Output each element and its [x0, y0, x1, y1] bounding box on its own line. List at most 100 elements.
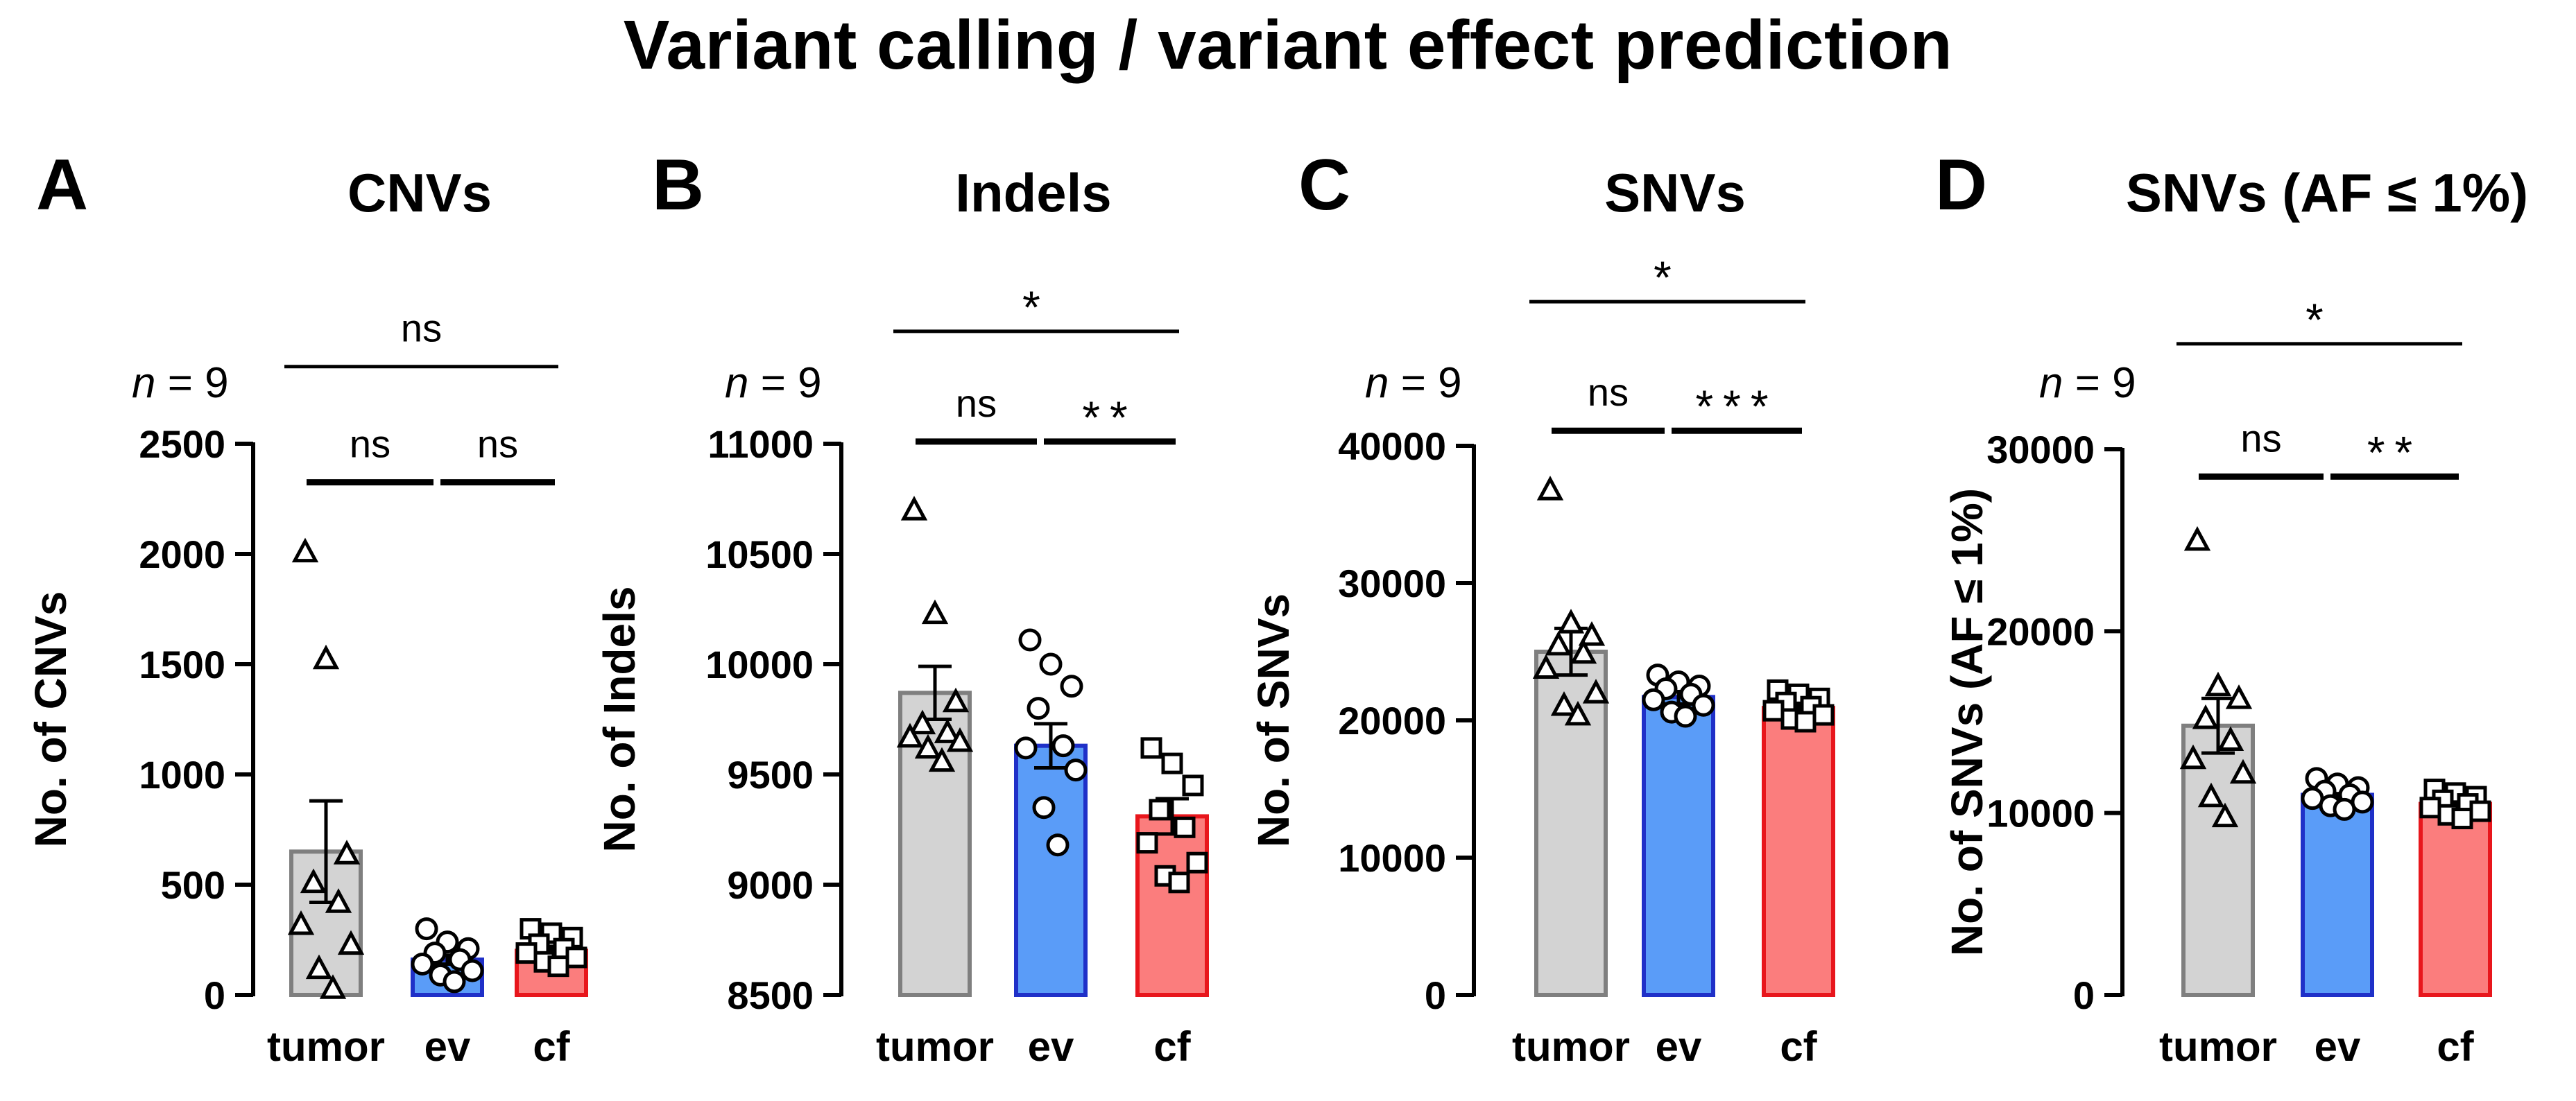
data-point-ev — [443, 970, 466, 994]
data-point-tumor — [909, 709, 936, 735]
data-point-tumor — [2211, 802, 2239, 828]
x-tick-label: ev — [2315, 1023, 2361, 1070]
data-point-tumor — [921, 599, 949, 625]
significance-label: ns — [401, 306, 442, 350]
data-point-ev — [1064, 758, 1088, 782]
data-point-cf — [1168, 872, 1190, 894]
figure-title: Variant calling / variant effect predict… — [623, 6, 1953, 84]
data-point-tumor — [928, 747, 956, 772]
data-point-tumor — [325, 888, 352, 913]
n-label: n = 9 — [1365, 359, 1462, 407]
data-point-tumor — [900, 496, 928, 521]
data-point-tumor — [942, 687, 970, 713]
y-tick-label: 30000 — [1986, 428, 2095, 471]
data-point-ev — [415, 917, 438, 941]
data-point-tumor — [319, 974, 347, 999]
x-tick-label: tumor — [267, 1023, 385, 1070]
data-point-ev — [1014, 736, 1038, 760]
data-point-tumor — [2192, 704, 2219, 729]
data-point-tumor — [2183, 526, 2211, 551]
y-tick-label: 11000 — [707, 422, 814, 466]
data-point-cf — [1161, 752, 1183, 774]
data-point-cf — [1812, 704, 1835, 726]
significance-label: ns — [477, 422, 518, 466]
significance-label: ns — [1588, 370, 1629, 414]
bar-cf — [2419, 801, 2492, 998]
panel-letter: B — [652, 145, 704, 225]
data-point-ev — [2333, 797, 2356, 821]
significance-label: *** — [1695, 381, 1778, 432]
y-tick-label: 8500 — [727, 973, 814, 1017]
panel-B: B Indels n = 9 No. of Indels 8500 9000 9500 100… — [594, 145, 1209, 1070]
data-point-tumor — [2229, 758, 2257, 784]
y-tick-label: 0 — [1425, 973, 1446, 1017]
data-point-cf — [1182, 774, 1204, 797]
y-tick-label: 10000 — [1338, 836, 1446, 880]
data-point-tumor — [914, 734, 942, 759]
y-tick-label: 10000 — [705, 643, 814, 686]
data-point-ev — [1051, 734, 1075, 758]
data-point-ev — [1039, 652, 1063, 676]
x-tick-label: cf — [1153, 1023, 1191, 1070]
y-tick-label: 40000 — [1338, 424, 1446, 468]
data-point-ev — [1674, 704, 1697, 728]
x-tick-label: tumor — [876, 1023, 994, 1070]
data-point-cf — [547, 955, 569, 978]
y-axis-label: No. of SNVs (AF ≤ 1%) — [1942, 488, 1992, 956]
y-axis-label: No. of SNVs — [1248, 593, 1298, 847]
chart-title: Indels — [955, 162, 1111, 223]
data-point-cf — [2469, 800, 2491, 822]
data-point-ev — [411, 952, 434, 976]
significance-label: * — [1654, 252, 1681, 303]
y-tick-label: 9500 — [727, 753, 814, 797]
data-point-tumor — [1532, 654, 1560, 679]
bar-ev — [1642, 695, 1715, 998]
significance-label: * — [1022, 281, 1050, 333]
n-label: n = 9 — [132, 359, 229, 407]
data-point-cf — [515, 942, 538, 964]
data-point-ev — [1032, 796, 1056, 820]
y-tick-label: 1000 — [139, 753, 225, 797]
y-tick-label: 20000 — [1986, 609, 2095, 653]
data-point-cf — [1762, 700, 1785, 722]
x-tick-label: cf — [2437, 1023, 2474, 1070]
y-tick-label: 0 — [204, 973, 225, 1017]
data-point-cf — [1794, 711, 1817, 733]
data-point-tumor — [1564, 700, 1592, 726]
y-tick-label: 10500 — [705, 532, 814, 576]
data-point-tumor — [300, 868, 327, 894]
data-point-ev — [1027, 697, 1050, 720]
data-point-ev — [461, 959, 484, 982]
y-axis-label: No. of Indels — [594, 587, 644, 853]
data-point-tumor — [2225, 684, 2253, 709]
data-point-tumor — [1550, 691, 1578, 716]
data-point-tumor — [1536, 476, 1564, 501]
x-tick-label: cf — [533, 1023, 570, 1070]
bar-ev — [2301, 792, 2374, 998]
y-tick-label: 9000 — [727, 863, 814, 907]
data-point-cf — [1149, 799, 1171, 821]
significance-label: ns — [2240, 416, 2281, 460]
panel-D: D SNVs (AF ≤ 1%) n = 9 No. of SNVs (AF ≤ 1%… — [1935, 145, 2528, 1070]
significance-label: ns — [350, 422, 390, 466]
data-point-cf — [1186, 851, 1208, 874]
data-point-ev — [1046, 833, 1070, 857]
data-point-tumor — [1578, 621, 1606, 646]
y-tick-label: 1500 — [139, 643, 225, 686]
data-point-tumor — [291, 537, 319, 563]
significance-label: ns — [956, 381, 997, 425]
n-label: n = 9 — [725, 359, 822, 407]
panel-C: C SNVs n = 9 No. of SNVs 0 10000 20000 30000 400… — [1248, 145, 1835, 1070]
data-point-tumor — [896, 722, 924, 748]
panel-A: A CNVs n = 9 No. of CNVs 0 500 1000 1500 2000 250… — [26, 145, 588, 1070]
data-point-tumor — [287, 910, 315, 935]
y-tick-label: 500 — [161, 863, 225, 907]
significance-label: * — [2305, 294, 2333, 345]
data-point-tumor — [333, 840, 361, 865]
bar-ev — [1014, 743, 1088, 998]
y-axis-label: No. of CNVs — [26, 591, 76, 848]
data-point-ev — [1692, 693, 1715, 717]
data-point-cf — [2419, 797, 2441, 819]
y-tick-label: 30000 — [1338, 562, 1446, 605]
